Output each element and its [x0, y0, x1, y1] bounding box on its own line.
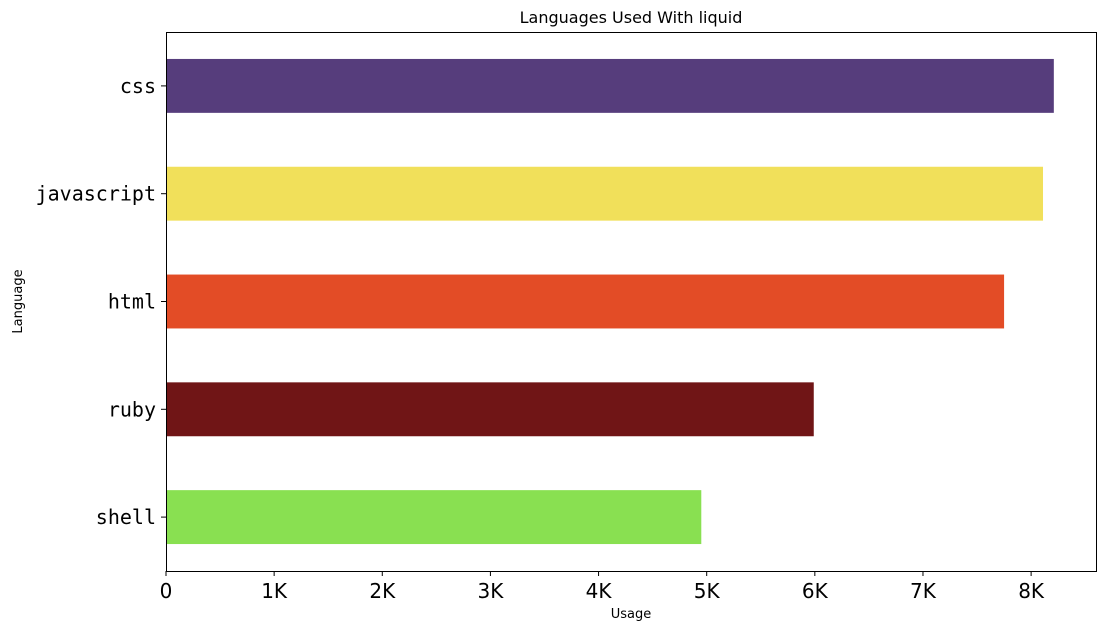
- x-axis-ticks: 0 1K 2K 3K 4K 5K 6K 7K 8K: [160, 571, 1045, 603]
- chart-title: Languages Used With liquid: [520, 8, 743, 27]
- y-axis-label: Language: [11, 269, 26, 333]
- bars-group: [166, 58, 1054, 545]
- x-tick-label: 4K: [586, 579, 613, 603]
- x-tick-label: 1K: [261, 579, 288, 603]
- bar-shell: [166, 490, 702, 545]
- x-tick-label: 5K: [694, 579, 721, 603]
- x-tick-label: 8K: [1018, 579, 1045, 603]
- x-axis-label: Usage: [611, 607, 652, 622]
- x-tick-label: 6K: [802, 579, 829, 603]
- bar-ruby: [166, 382, 814, 437]
- bar-javascript: [166, 166, 1044, 221]
- y-axis-ticks: css javascript html ruby shell: [36, 74, 166, 529]
- y-tick-label: html: [108, 290, 156, 314]
- x-tick-label: 2K: [369, 579, 396, 603]
- x-tick-label: 3K: [477, 579, 504, 603]
- plot-frame: [166, 32, 1097, 572]
- y-tick-label: ruby: [108, 397, 156, 421]
- x-tick-label: 0: [160, 579, 173, 603]
- y-tick-label: shell: [96, 505, 156, 529]
- y-tick-label: javascript: [36, 182, 156, 206]
- bar-html: [166, 274, 1005, 329]
- bar-css: [166, 58, 1054, 113]
- x-tick-label: 7K: [910, 579, 937, 603]
- y-tick-label: css: [120, 74, 156, 98]
